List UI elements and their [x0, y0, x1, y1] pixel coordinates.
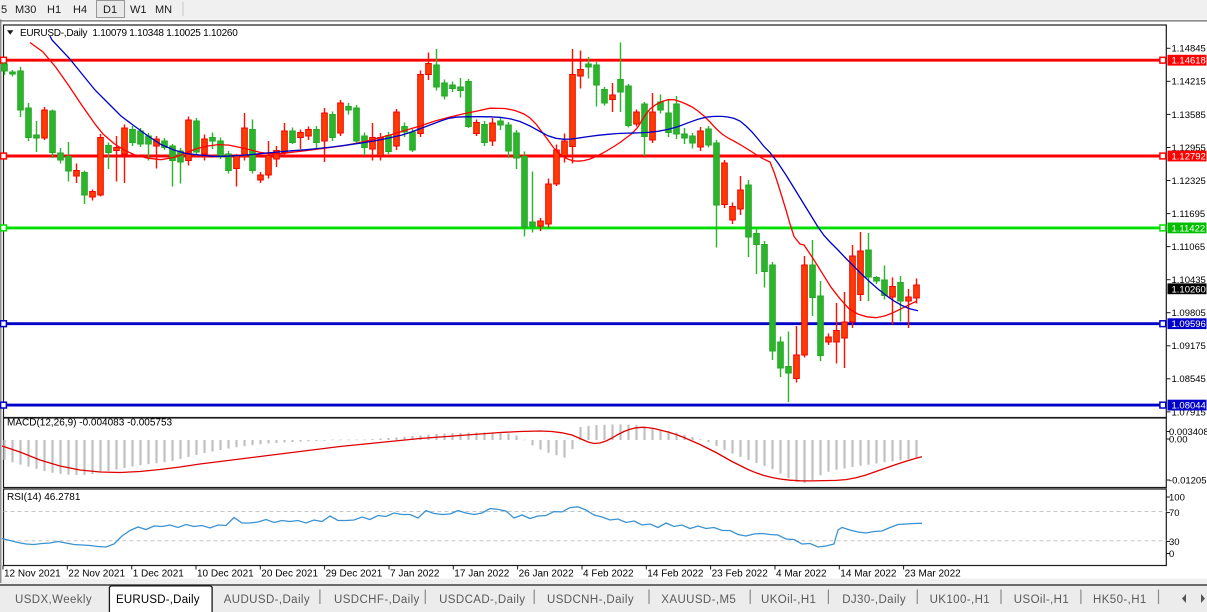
svg-text:W1: W1	[130, 4, 147, 16]
svg-text:14 Mar 2022: 14 Mar 2022	[840, 569, 897, 580]
svg-text:D1: D1	[103, 4, 117, 16]
svg-text:USDCAD-,Daily: USDCAD-,Daily	[439, 594, 525, 606]
svg-text:30: 30	[1169, 537, 1180, 548]
svg-text:-0.01205: -0.01205	[1169, 475, 1207, 486]
svg-text:AUDUSD-,Daily: AUDUSD-,Daily	[224, 594, 310, 606]
svg-text:1.12325: 1.12325	[1172, 176, 1206, 187]
svg-text:UK100-,H1: UK100-,H1	[930, 594, 991, 606]
svg-text:USDX,Weekly: USDX,Weekly	[15, 594, 92, 606]
svg-text:1.07915: 1.07915	[1172, 407, 1206, 418]
svg-text:22 Nov 2021: 22 Nov 2021	[68, 569, 125, 580]
svg-text:1.11695: 1.11695	[1172, 209, 1206, 220]
svg-text:0: 0	[1169, 549, 1174, 560]
svg-text:4 Mar 2022: 4 Mar 2022	[776, 569, 827, 580]
svg-text:1.10260: 1.10260	[1172, 284, 1206, 295]
svg-text:1.08044: 1.08044	[1172, 401, 1206, 412]
svg-text:1.14845: 1.14845	[1172, 44, 1206, 55]
svg-text:7 Jan 2022: 7 Jan 2022	[390, 569, 440, 580]
svg-text:1.11422: 1.11422	[1172, 223, 1206, 234]
svg-text:29 Dec 2021: 29 Dec 2021	[326, 569, 383, 580]
svg-text:0.00: 0.00	[1169, 434, 1188, 445]
svg-text:1.12955: 1.12955	[1172, 143, 1206, 154]
svg-text:H4: H4	[73, 4, 87, 16]
svg-text:12 Nov 2021: 12 Nov 2021	[4, 569, 61, 580]
svg-text:1 Dec 2021: 1 Dec 2021	[133, 569, 185, 580]
svg-text:EURUSD-,Daily: EURUSD-,Daily	[116, 594, 200, 606]
svg-text:4 Feb 2022: 4 Feb 2022	[583, 569, 634, 580]
svg-text:MACD(12,26,9) -0.004083 -0.005: MACD(12,26,9) -0.004083 -0.005753	[7, 418, 173, 429]
svg-text:26 Jan 2022: 26 Jan 2022	[519, 569, 574, 580]
svg-text:USOil-,H1: USOil-,H1	[1014, 594, 1069, 606]
svg-text:XAUUSD-,M5: XAUUSD-,M5	[661, 594, 736, 606]
svg-text:1.12792: 1.12792	[1172, 152, 1206, 163]
svg-text:1.09805: 1.09805	[1172, 308, 1206, 319]
svg-text:RSI(14) 46.2781: RSI(14) 46.2781	[7, 492, 81, 503]
svg-text:1.14618: 1.14618	[1172, 56, 1206, 67]
svg-text:23 Mar 2022: 23 Mar 2022	[905, 569, 962, 580]
svg-text:1.11065: 1.11065	[1172, 242, 1206, 253]
svg-text:10 Dec 2021: 10 Dec 2021	[197, 569, 254, 580]
svg-text:70: 70	[1169, 508, 1180, 519]
svg-text:USDCNH-,Daily: USDCNH-,Daily	[547, 594, 634, 606]
svg-text:USDCHF-,Daily: USDCHF-,Daily	[334, 594, 420, 606]
svg-text:UKOil-,H1: UKOil-,H1	[761, 594, 816, 606]
svg-text:5: 5	[1, 4, 7, 16]
svg-text:HK50-,H1: HK50-,H1	[1093, 594, 1147, 606]
svg-text:MN: MN	[155, 4, 172, 16]
svg-text:M30: M30	[15, 4, 36, 16]
svg-text:DJ30-,Daily: DJ30-,Daily	[842, 594, 906, 606]
svg-text:17 Jan 2022: 17 Jan 2022	[454, 569, 509, 580]
svg-text:20 Dec 2021: 20 Dec 2021	[261, 569, 318, 580]
svg-text:1.09175: 1.09175	[1172, 341, 1206, 352]
svg-text:1.13585: 1.13585	[1172, 110, 1206, 121]
svg-text:H1: H1	[47, 4, 61, 16]
svg-text:23 Feb 2022: 23 Feb 2022	[712, 569, 769, 580]
svg-text:1.08545: 1.08545	[1172, 374, 1206, 385]
svg-text:EURUSD-,Daily 1.10079 1.10348: EURUSD-,Daily 1.10079 1.10348 1.10025 1.…	[20, 28, 238, 39]
svg-text:1.10435: 1.10435	[1172, 275, 1206, 286]
svg-text:0.003408: 0.003408	[1169, 427, 1207, 438]
svg-text:1.09596: 1.09596	[1172, 319, 1206, 330]
svg-text:14 Feb 2022: 14 Feb 2022	[647, 569, 704, 580]
svg-text:100: 100	[1169, 492, 1185, 503]
svg-text:1.14215: 1.14215	[1172, 77, 1206, 88]
